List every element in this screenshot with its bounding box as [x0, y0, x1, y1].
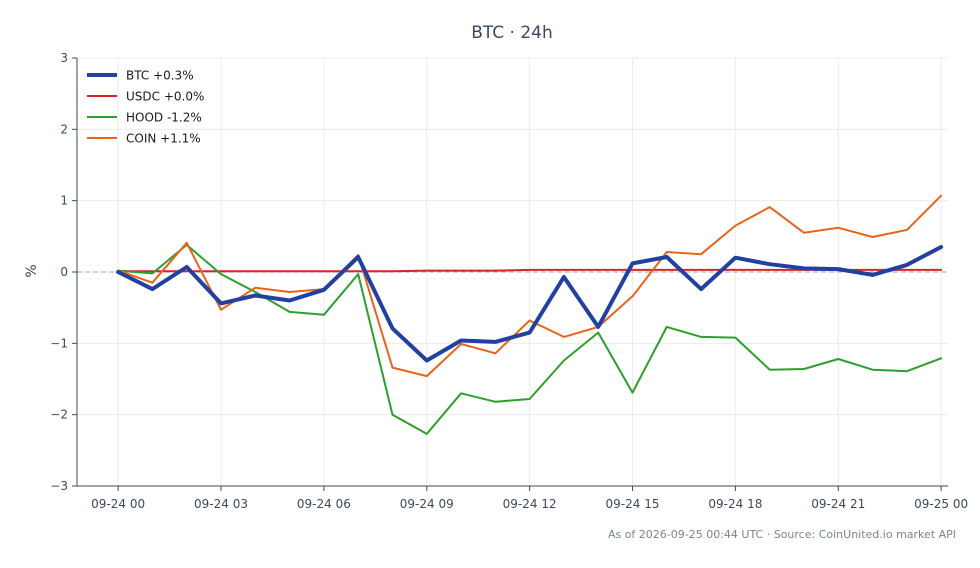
y-tick-label: 1: [60, 194, 68, 208]
series-line-hood: [117, 243, 943, 435]
x-tick-label: 09-24 06: [297, 497, 351, 511]
x-tick-label: 09-25 00: [914, 497, 968, 511]
legend-entry: COIN +1.1%: [126, 132, 201, 146]
x-tick-label: 09-24 21: [811, 497, 865, 511]
y-tick-label: −2: [50, 408, 68, 422]
x-tick-label: 09-24 00: [91, 497, 145, 511]
source-footnote: As of 2026-09-25 00:44 UTC · Source: Coi…: [608, 528, 956, 541]
legend-entry: BTC +0.3%: [126, 69, 194, 83]
y-tick-labels: 3 2 1 0 −1 −2 −3: [50, 51, 77, 493]
y-tick-label: 0: [60, 265, 68, 279]
y-axis-label: %: [24, 264, 40, 277]
x-tick-label: 09-24 03: [194, 497, 248, 511]
x-tick-label: 09-24 09: [400, 497, 454, 511]
series-line-btc: [116, 245, 944, 363]
y-tick-label: −1: [50, 336, 68, 350]
series-line-coin: [117, 194, 943, 378]
chart-title: BTC · 24h: [471, 23, 553, 43]
y-tick-label: −3: [50, 479, 68, 493]
x-tick-labels: 09-24 00 09-24 03 09-24 06 09-24 09 09-24 12…: [91, 486, 968, 511]
legend: BTC +0.3% USDC +0.0% HOOD -1.2% COIN +1.1%: [87, 69, 204, 146]
x-tick-label: 09-24 12: [503, 497, 557, 511]
x-tick-label: 09-24 18: [708, 497, 762, 511]
legend-entry: HOOD -1.2%: [126, 111, 202, 125]
y-tick-label: 3: [60, 51, 68, 65]
legend-entry: USDC +0.0%: [126, 90, 204, 104]
x-tick-label: 09-24 15: [606, 497, 660, 511]
y-tick-label: 2: [60, 122, 68, 136]
series-lines: [116, 194, 944, 435]
